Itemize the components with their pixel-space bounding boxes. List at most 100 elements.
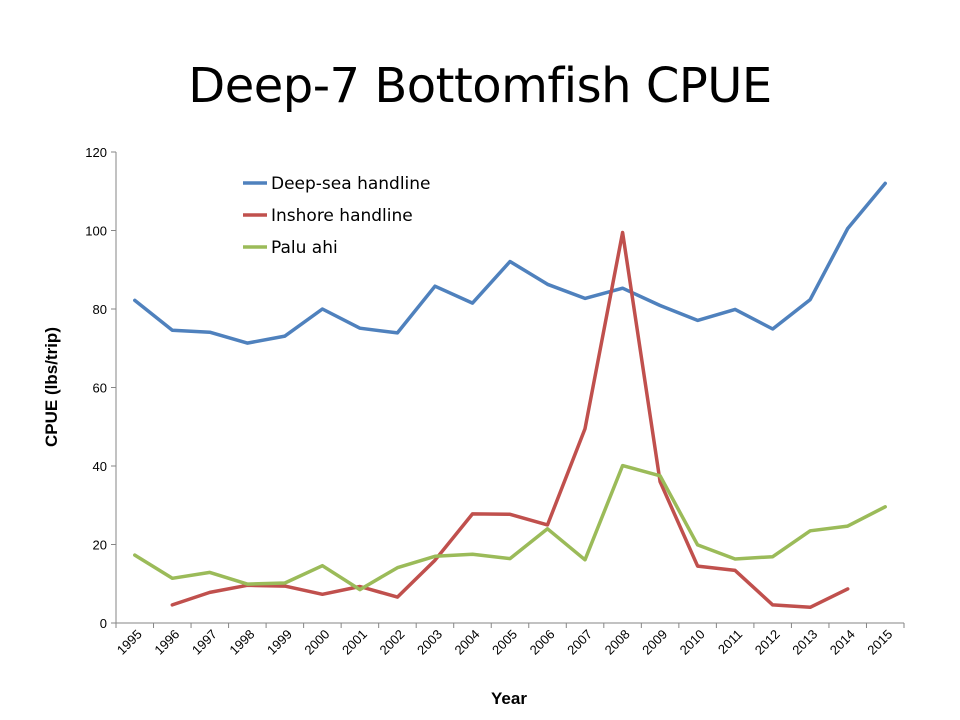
data-point	[696, 319, 699, 322]
data-point	[208, 330, 212, 334]
legend-label: Palu ahi	[271, 238, 338, 258]
series-line-inshore-handline	[170, 230, 850, 610]
data-point	[846, 587, 849, 591]
data-point	[884, 182, 887, 185]
data-point	[658, 474, 662, 478]
data-point	[846, 524, 849, 528]
y-tick-label: 20	[93, 538, 107, 553]
x-tick-label: 2002	[376, 627, 407, 658]
data-point	[808, 298, 812, 301]
data-point	[433, 285, 437, 288]
data-point	[508, 260, 512, 263]
series-line-palu-ahi	[133, 463, 887, 592]
x-axis: 1995 1996 1997 1998 1999 2000 2001 2002 2003 2004…	[114, 622, 905, 658]
x-tick-label: 2009	[639, 627, 670, 658]
y-tick-label: 0	[100, 616, 107, 631]
data-point	[358, 585, 362, 588]
data-point	[771, 603, 774, 607]
x-tick-label: 2000	[301, 627, 332, 658]
data-point	[771, 555, 774, 558]
data-point	[621, 286, 624, 290]
y-tick-label: 80	[93, 302, 107, 317]
data-point	[696, 543, 699, 547]
x-tick-label: 2013	[789, 627, 820, 658]
x-tick-label: 2001	[339, 627, 370, 658]
x-tick-label: 1999	[264, 627, 295, 658]
data-point	[508, 513, 512, 516]
data-point	[546, 283, 549, 286]
data-point	[583, 297, 587, 300]
x-tick-label: 2005	[489, 627, 520, 658]
data-point	[171, 603, 174, 607]
data-point	[583, 558, 587, 562]
data-point	[808, 606, 812, 609]
slide-title: Deep-7 Bottomfish CPUE	[188, 58, 772, 114]
legend-label: Deep-sea handline	[271, 174, 431, 194]
x-tick-label: 2007	[564, 627, 595, 658]
data-point	[283, 584, 287, 588]
x-tick-label: 2003	[414, 627, 445, 658]
data-point	[433, 559, 437, 562]
x-tick-label: 1996	[151, 627, 182, 658]
legend: Deep-sea handline Inshore handline Palu ah…	[243, 174, 431, 258]
data-point	[433, 555, 437, 558]
x-tick-label: 2004	[452, 627, 483, 658]
data-point	[171, 328, 174, 332]
x-tick-label: 2010	[677, 627, 708, 658]
data-point	[358, 327, 362, 330]
x-tick-label: 1995	[114, 627, 145, 658]
data-point	[884, 505, 887, 509]
data-point	[733, 308, 737, 311]
data-point	[133, 553, 136, 557]
x-tick-label: 2014	[827, 627, 858, 658]
x-tick-label: 2015	[864, 627, 895, 658]
series-layer	[133, 181, 887, 610]
data-point	[771, 327, 774, 331]
data-point	[471, 301, 474, 305]
y-tick-label: 120	[85, 145, 107, 160]
y-axis-title: CPUE (lbs/trip)	[42, 327, 61, 447]
x-tick-label: 1997	[189, 627, 220, 658]
x-tick-label: 2011	[715, 627, 745, 657]
y-axis: 0 20 40 60 80 100 120	[85, 145, 117, 631]
data-point	[321, 593, 324, 596]
x-tick-label: 2012	[752, 627, 783, 658]
data-point	[696, 564, 699, 568]
x-tick-label: 1998	[226, 627, 257, 658]
data-point	[471, 553, 474, 556]
y-tick-label: 60	[93, 381, 107, 396]
data-point	[246, 341, 249, 345]
x-tick-label: 2008	[602, 627, 633, 658]
data-point	[246, 582, 249, 586]
data-point	[321, 564, 324, 567]
data-point	[321, 307, 324, 311]
data-point	[583, 427, 587, 430]
x-axis-title: Year	[491, 689, 527, 708]
data-point	[471, 512, 474, 516]
data-point	[396, 595, 399, 599]
data-point	[808, 529, 812, 532]
data-point	[658, 304, 662, 307]
series-line-deep-sea-handline	[133, 181, 887, 345]
data-point	[358, 588, 362, 591]
data-point	[171, 577, 174, 580]
data-point	[621, 464, 624, 467]
data-point	[733, 557, 737, 561]
legend-label: Inshore handline	[271, 206, 413, 226]
data-point	[546, 527, 549, 530]
data-point	[658, 480, 662, 483]
data-point	[283, 581, 287, 585]
data-point	[283, 334, 287, 338]
data-point	[133, 299, 136, 302]
x-tick-label: 2006	[527, 627, 558, 658]
data-point	[546, 523, 549, 527]
data-point	[208, 571, 212, 574]
data-point	[208, 591, 212, 594]
data-point	[396, 566, 399, 569]
data-point	[846, 227, 849, 230]
data-point	[508, 557, 512, 560]
y-tick-label: 100	[85, 224, 107, 239]
y-tick-label: 40	[93, 459, 107, 474]
data-point	[733, 569, 737, 572]
